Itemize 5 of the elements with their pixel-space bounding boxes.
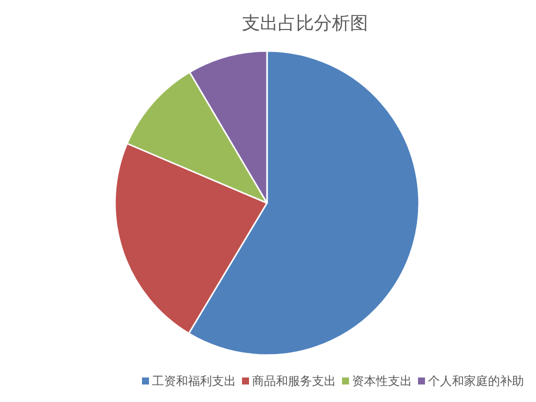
legend-label: 商品和服务支出 [252,374,336,388]
legend-label: 个人和家庭的补助 [428,374,524,388]
legend-label: 工资和福利支出 [152,374,236,388]
chart-title: 支出占比分析图 [242,13,368,34]
legend-label: 资本性支出 [352,374,412,388]
